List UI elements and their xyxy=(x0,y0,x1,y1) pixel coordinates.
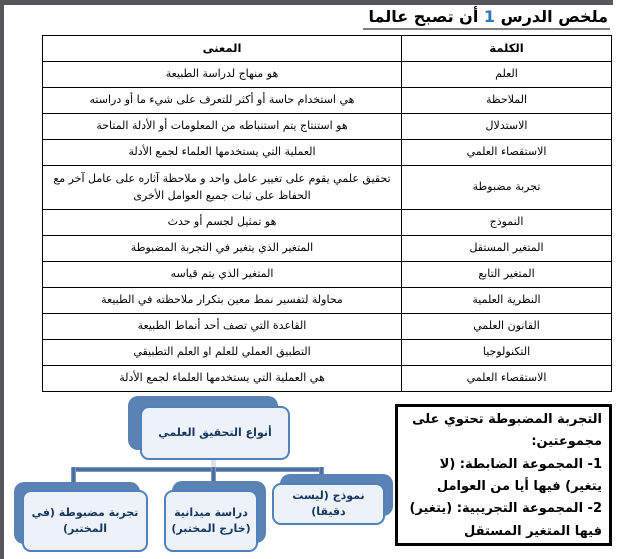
definition-cell: المتغير الذي يتم قياسه xyxy=(42,261,402,288)
connector-drop-middle xyxy=(211,467,216,485)
table-row: القانون العلمي القاعدة التي تصف أحد أنما… xyxy=(42,313,612,340)
node-label: تجربة مضبوطة (في المختبر) xyxy=(22,490,148,552)
page-edge-left xyxy=(0,0,4,559)
page-edge-top xyxy=(0,0,613,5)
meaning-column-header: المعنى xyxy=(42,35,402,62)
definition-cell: هي العملية التي يستخدمها العلماء لجمع ال… xyxy=(42,365,402,392)
term-cell: الاستقصاء العلمي xyxy=(401,365,612,392)
term-cell: تجربة مضبوطة xyxy=(401,165,612,210)
table-row: النظرية العلمية محاولة لتفسير نمط معين ب… xyxy=(42,287,612,314)
table-row: المتغير المستقل المتغير الذي يتغير في ال… xyxy=(42,235,612,262)
connector-drop-left xyxy=(71,467,76,486)
vocabulary-table: الكلمة المعنى العلم هو منهاج لدراسة الطب… xyxy=(42,35,612,392)
table-row: تجربة مضبوطة تحقيق علمي يقوم على تغيير ع… xyxy=(42,165,612,210)
table-row: الاستقصاء العلمي هي العملية التي يستخدمه… xyxy=(42,365,612,392)
table-row: التكنولوجيا التطبيق العملي للعلم او العل… xyxy=(42,339,612,366)
table-row: الملاحظة هي استخدام حاسة أو أكثر للتعرف … xyxy=(42,87,612,114)
title-lesson-number: 1 xyxy=(483,7,496,26)
connector-horizontal xyxy=(71,467,324,472)
node-label: نموذج (ليست دقيقا) xyxy=(272,483,385,525)
table-row: الاستدلال هو استنتاج يتم استنباطه من الم… xyxy=(42,113,612,140)
definition-cell: التطبيق العملي للعلم او العلم التطبيقي xyxy=(42,339,402,366)
node-label: دراسة ميدانية (خارج المختبر) xyxy=(164,490,258,552)
term-cell: التكنولوجيا xyxy=(401,339,612,366)
table-row: الاستقصاء العلمي العملية التي يستخدمها ا… xyxy=(42,139,612,166)
title-text-2: أن تصبح عالما xyxy=(368,7,479,26)
controlled-experiment-note-box: التجربة المضبوطة تحتوي على مجموعتين: 1- … xyxy=(395,404,612,546)
definition-cell: هي استخدام حاسة أو أكثر للتعرف على شيء م… xyxy=(42,87,402,114)
note-item: 2- المجموعة التجريبية: (يتغير) فيها المت… xyxy=(409,501,602,539)
page-title: ملخص الدرس 1 أن تصبح عالما xyxy=(362,7,610,30)
node-label: أنواع التحقيق العلمي xyxy=(140,406,290,460)
definition-cell: هو منهاج لدراسة الطبيعة xyxy=(42,61,402,88)
term-cell: القانون العلمي xyxy=(401,313,612,340)
definition-cell: القاعدة التي تصف أحد أنماط الطبيعة xyxy=(42,313,402,340)
term-cell: الاستدلال xyxy=(401,113,612,140)
definition-cell: المتغير الذي يتغير في التجربة المضبوطة xyxy=(42,235,402,262)
note-heading: التجربة المضبوطة تحتوي على مجموعتين: xyxy=(412,412,602,450)
connector-drop-right xyxy=(319,467,324,480)
term-cell: المتغير المستقل xyxy=(401,235,612,262)
definition-cell: تحقيق علمي يقوم على تغيير عامل واحد و مل… xyxy=(42,165,402,210)
table-row: النموذج هو تمثيل لجسم أو حدث xyxy=(42,209,612,236)
table-header-row: الكلمة المعنى xyxy=(42,35,612,62)
definition-cell: هو تمثيل لجسم أو حدث xyxy=(42,209,402,236)
connector-root-stub xyxy=(211,458,216,470)
note-item: 1- المجموعة الضابطة: (لا يتغير) فيها أيا… xyxy=(436,456,602,495)
title-text-1: ملخص الدرس xyxy=(500,7,608,26)
